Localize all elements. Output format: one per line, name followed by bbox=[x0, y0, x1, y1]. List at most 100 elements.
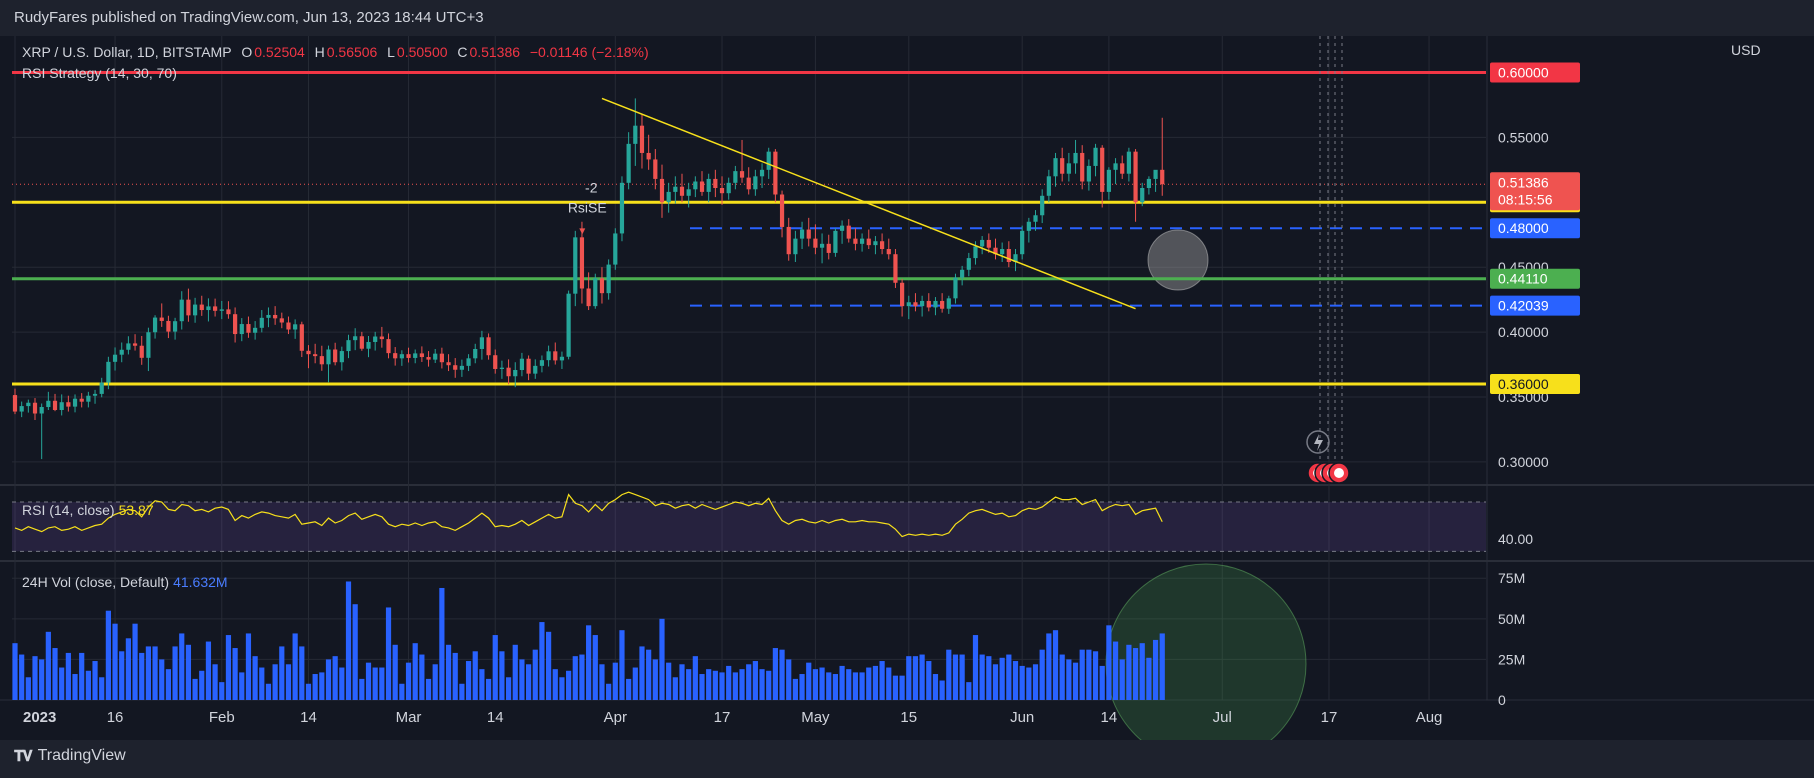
candle bbox=[239, 324, 244, 335]
volume-bar bbox=[992, 664, 999, 700]
candle bbox=[466, 358, 471, 366]
volume-bar bbox=[806, 662, 812, 700]
volume-bar bbox=[539, 622, 545, 700]
volume-bar bbox=[452, 652, 458, 700]
candle bbox=[759, 169, 765, 177]
candle bbox=[533, 365, 538, 374]
candle bbox=[940, 300, 945, 309]
candle bbox=[906, 302, 911, 307]
candle bbox=[566, 293, 571, 357]
volume-bar bbox=[746, 664, 752, 700]
candle bbox=[1060, 158, 1065, 174]
volume-bar bbox=[312, 674, 318, 700]
candle bbox=[926, 300, 931, 308]
volume-bar bbox=[719, 672, 725, 700]
volume-bar bbox=[479, 669, 485, 700]
candle bbox=[619, 182, 625, 234]
candle bbox=[486, 337, 491, 356]
volume-bar bbox=[112, 623, 118, 700]
volume-bar bbox=[1032, 664, 1039, 700]
candle bbox=[333, 349, 338, 363]
candle bbox=[1113, 163, 1118, 170]
volume-bar bbox=[572, 656, 578, 700]
volume-bar bbox=[1012, 661, 1019, 700]
level-axis-label: 0.44110 bbox=[1498, 271, 1548, 287]
candle bbox=[453, 365, 458, 370]
candle bbox=[439, 353, 444, 363]
candle bbox=[473, 348, 478, 359]
candle bbox=[112, 354, 118, 362]
candle bbox=[366, 341, 371, 349]
volume-bar bbox=[245, 633, 252, 700]
volume-bar bbox=[732, 672, 738, 700]
candle bbox=[46, 400, 51, 408]
volume-bar bbox=[726, 665, 732, 700]
volume-bar bbox=[225, 635, 232, 700]
time-tick-label: 14 bbox=[1101, 709, 1118, 726]
strategy-legend[interactable]: RSI Strategy (14, 30, 70) bbox=[22, 65, 177, 81]
time-tick-label: 2023 bbox=[23, 709, 56, 726]
currency-label[interactable]: USD bbox=[1731, 42, 1761, 58]
candle bbox=[26, 402, 31, 407]
brand[interactable]: 𝐓𝐕 TradingView bbox=[14, 747, 126, 765]
volume-tick-label: 50M bbox=[1498, 611, 1525, 627]
candle bbox=[953, 277, 958, 299]
candle bbox=[86, 395, 91, 402]
volume-bar bbox=[646, 649, 652, 700]
strategy-signal-label: RsiSE bbox=[568, 199, 607, 215]
volume-bar bbox=[172, 646, 178, 700]
candle bbox=[59, 402, 64, 410]
volume-bar bbox=[899, 675, 905, 700]
candle bbox=[793, 238, 798, 255]
volume-bar bbox=[425, 678, 432, 700]
candle bbox=[639, 125, 645, 153]
candle bbox=[973, 246, 978, 259]
tradingview-logo-icon: 𝐓𝐕 bbox=[14, 747, 33, 765]
lightning-icon bbox=[1314, 434, 1323, 451]
volume-bar bbox=[52, 648, 58, 700]
volume-bar bbox=[666, 662, 672, 700]
volume-legend[interactable]: 24H Vol (close, Default) 41.632M bbox=[22, 574, 228, 590]
volume-bar bbox=[892, 675, 899, 700]
candle bbox=[373, 336, 378, 342]
volume-bar bbox=[752, 661, 758, 700]
volume-bar bbox=[32, 656, 38, 700]
candle bbox=[819, 243, 825, 248]
volume-bar bbox=[499, 651, 505, 700]
candle bbox=[1126, 151, 1131, 174]
volume-bar bbox=[472, 651, 478, 700]
symbol-legend: XRP / U.S. Dollar, 1D, BITSTAMP O 0.52504… bbox=[22, 44, 651, 60]
candle bbox=[233, 314, 238, 335]
volume-bar bbox=[886, 667, 892, 700]
volume-bar bbox=[45, 631, 51, 700]
candle bbox=[613, 233, 618, 265]
volume-bar bbox=[1052, 630, 1059, 700]
candle bbox=[1153, 169, 1158, 179]
symbol-name[interactable]: XRP / U.S. Dollar, 1D, BITSTAMP bbox=[22, 44, 232, 60]
candle bbox=[559, 356, 565, 361]
time-tick-label: 16 bbox=[107, 709, 124, 726]
candle bbox=[139, 345, 144, 358]
candle bbox=[99, 382, 104, 394]
volume-bar bbox=[699, 674, 705, 700]
candle bbox=[313, 354, 318, 357]
volume-bar bbox=[879, 661, 885, 700]
volume-bar bbox=[959, 654, 965, 700]
volume-bar bbox=[612, 662, 618, 700]
open-label: O bbox=[241, 44, 253, 60]
volume-bar bbox=[939, 680, 945, 700]
volume-bar bbox=[385, 607, 392, 700]
volume-bar bbox=[966, 682, 972, 700]
chart-canvas[interactable]: -2RsiSE0.300000.350000.400000.450000.550… bbox=[0, 36, 1814, 740]
candle bbox=[386, 339, 391, 354]
volume-bar bbox=[465, 661, 472, 700]
volume-bar bbox=[445, 644, 452, 700]
volume-bar bbox=[772, 648, 778, 700]
candle bbox=[159, 317, 164, 321]
candle bbox=[599, 278, 605, 294]
candle bbox=[119, 349, 124, 355]
volume-bar bbox=[979, 654, 985, 700]
candle bbox=[686, 189, 691, 196]
volume-bar bbox=[639, 646, 645, 700]
rsi-legend[interactable]: RSI (14, close) 53.87 bbox=[22, 502, 154, 518]
